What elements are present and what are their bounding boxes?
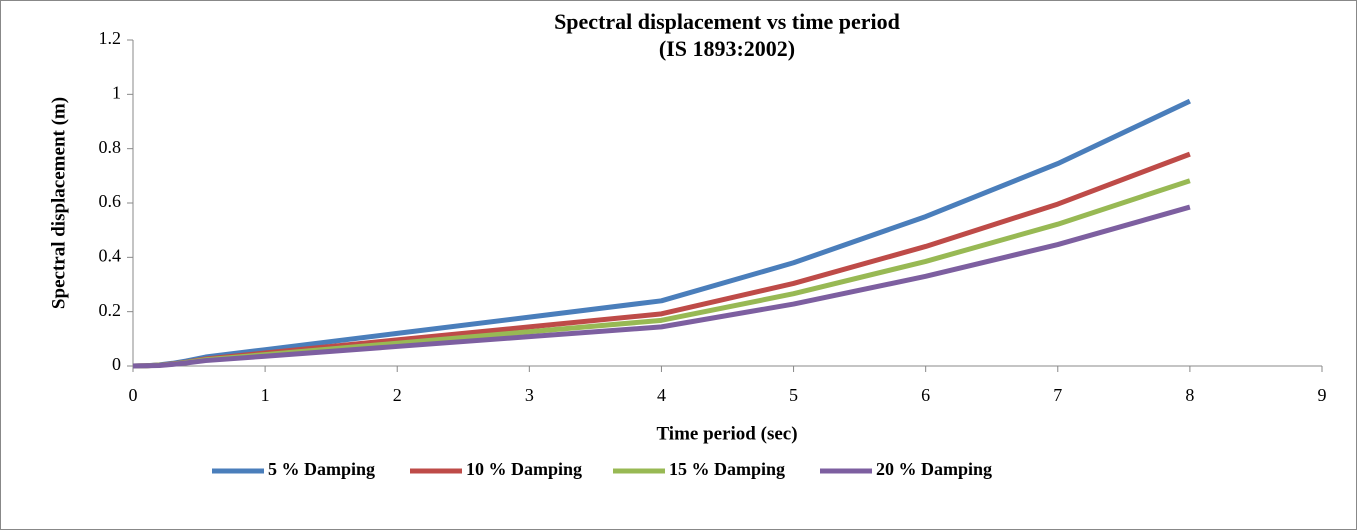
x-tick-label: 3 (525, 385, 534, 405)
x-tick-label: 7 (1053, 385, 1062, 405)
x-tick-label: 6 (921, 385, 930, 405)
y-tick-label: 0.6 (99, 191, 122, 211)
x-tick-label: 2 (393, 385, 402, 405)
x-tick-label: 8 (1185, 385, 1194, 405)
y-tick-label: 0.2 (99, 300, 122, 320)
legend-label: 20 % Damping (876, 459, 992, 479)
chart-title: Spectral displacement vs time period (554, 9, 900, 34)
legend-label: 10 % Damping (466, 459, 582, 479)
y-tick-label: 1.2 (99, 28, 122, 48)
legend-label: 5 % Damping (268, 459, 375, 479)
x-tick-label: 9 (1318, 385, 1327, 405)
x-axis-label: Time period (sec) (656, 423, 797, 444)
y-tick-label: 0 (112, 354, 121, 374)
y-tick-label: 0.4 (99, 245, 122, 265)
series-line (132, 204, 1191, 369)
x-tick-label: 5 (789, 385, 798, 405)
y-tick-label: 1 (112, 82, 121, 102)
y-axis-label: Spectral displacement (m) (48, 97, 69, 309)
y-tick-label: 0.8 (99, 137, 122, 157)
x-tick-label: 0 (129, 385, 138, 405)
chart-subtitle: (IS 1893:2002) (659, 36, 795, 61)
x-tick-label: 4 (657, 385, 666, 405)
x-tick-label: 1 (261, 385, 270, 405)
legend-label: 15 % Damping (669, 459, 785, 479)
